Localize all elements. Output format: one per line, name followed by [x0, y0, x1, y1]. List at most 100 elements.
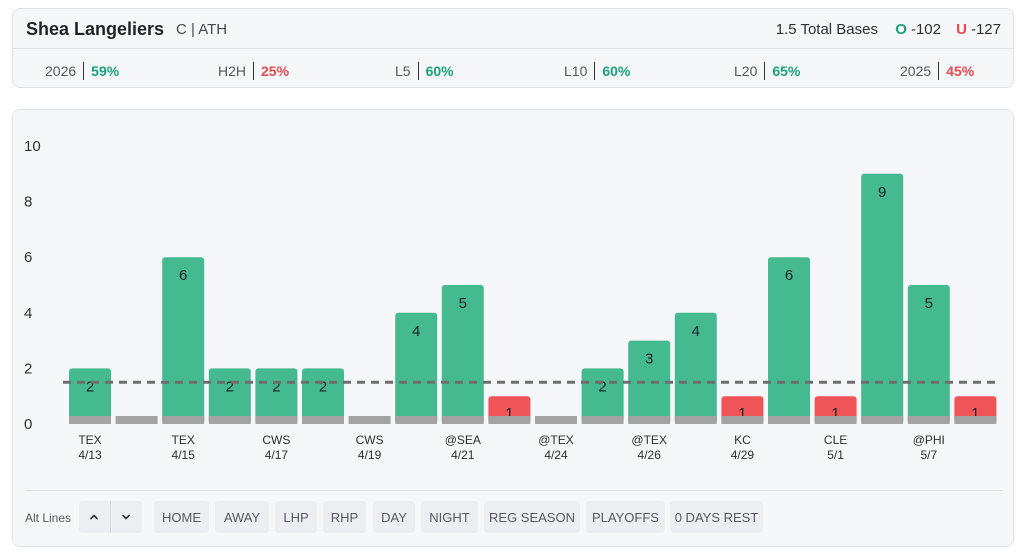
x-axis-date-label: 4/17: [265, 448, 289, 462]
bar-group[interactable]: 2: [581, 368, 624, 424]
bar-baseline-stub: [441, 416, 484, 424]
hit-rate-l5: L5 60%: [395, 61, 454, 81]
bar-group[interactable]: 4: [674, 312, 717, 424]
alt-lines-stepper: [79, 501, 142, 533]
player-position-team: C | ATH: [176, 21, 228, 38]
bar-group[interactable]: [535, 416, 577, 424]
filter-away-button[interactable]: AWAY: [215, 501, 269, 533]
under-odds[interactable]: U -127: [956, 21, 1001, 38]
over-bar: [628, 340, 671, 424]
bar-group[interactable]: 2: [255, 368, 298, 424]
over-symbol: O: [895, 21, 907, 38]
bar-group[interactable]: 5: [441, 285, 484, 424]
hit-rate-value: 65%: [772, 63, 801, 79]
filter-playoffs-button[interactable]: PLAYOFFS: [586, 501, 665, 533]
bar-group[interactable]: [115, 416, 158, 424]
bar-group[interactable]: [348, 416, 391, 424]
bar-group[interactable]: 9: [861, 173, 904, 424]
bar-baseline-stub: [115, 416, 158, 424]
y-tick-label: 10: [24, 138, 41, 155]
hit-rate-l20: L20 65%: [734, 61, 800, 81]
bar-baseline-stub: [69, 416, 111, 424]
bar-group[interactable]: 6: [162, 257, 205, 424]
bar-baseline-stub: [907, 416, 950, 424]
alt-line-up-button[interactable]: [79, 501, 111, 533]
bar-group[interactable]: 1: [954, 396, 997, 424]
hit-rate-label: 2025: [900, 62, 940, 80]
player-header-row: Shea Langeliers C | ATH 1.5 Total Bases …: [13, 9, 1013, 49]
chevron-up-icon: [90, 514, 99, 520]
x-axis-date-label: 4/24: [544, 448, 568, 462]
prop-line-label: 1.5 Total Bases: [775, 21, 878, 38]
over-bar: [255, 368, 298, 424]
filter-reg-season-button[interactable]: REG SEASON: [484, 501, 580, 533]
bar-group[interactable]: 2: [208, 368, 251, 424]
bar-baseline-stub: [581, 416, 624, 424]
bar-baseline-stub: [348, 416, 391, 424]
x-axis-opponent-label: KC: [734, 433, 751, 447]
bar-baseline-stub: [255, 416, 298, 424]
x-axis-date-label: 4/13: [78, 448, 102, 462]
x-axis-date-label: 4/26: [638, 448, 662, 462]
bar-value-label: 6: [785, 267, 793, 284]
filter-day-button[interactable]: DAY: [373, 501, 415, 533]
y-tick-label: 8: [24, 194, 32, 211]
bar-value-label: 4: [412, 323, 420, 340]
bar-group[interactable]: 6: [768, 257, 810, 424]
over-odds[interactable]: O -102: [895, 21, 941, 38]
bar-group[interactable]: 2: [302, 368, 344, 424]
y-tick-label: 0: [24, 416, 32, 433]
bar-baseline-stub: [721, 416, 764, 424]
controls-divider: [25, 490, 1003, 491]
filter-0-days-rest-button[interactable]: 0 DAYS REST: [670, 501, 763, 533]
filter-home-button[interactable]: HOME: [154, 501, 209, 533]
bar-baseline-stub: [628, 416, 671, 424]
over-odds-value: -102: [910, 21, 941, 38]
over-bar: [395, 312, 438, 424]
player-name: Shea Langeliers: [26, 19, 165, 39]
bar-group[interactable]: 1: [721, 396, 764, 424]
filter-rhp-button[interactable]: RHP: [323, 501, 366, 533]
bar-baseline-stub: [954, 416, 997, 424]
over-bar: [861, 173, 904, 424]
bar-baseline-stub: [302, 416, 344, 424]
bar-value-label: 2: [86, 378, 94, 395]
bar-value-label: 5: [925, 295, 933, 312]
bar-group[interactable]: 5: [907, 285, 950, 424]
x-axis-date-label: 5/1: [827, 448, 844, 462]
alt-line-down-button[interactable]: [111, 501, 143, 533]
y-tick-label: 4: [24, 305, 32, 322]
game-log-chart-card: 0 2 4 6 8 10 2 6 2 2 2 4 5 1 2 3 4 1 6 1 9 5 1 TEX 4/13 TEX 4/15 CW…: [12, 109, 1014, 547]
bar-group[interactable]: 2: [69, 368, 111, 424]
hit-rate-label: L20: [734, 62, 766, 80]
over-bar: [674, 312, 717, 424]
bar-group[interactable]: 3: [628, 340, 671, 424]
x-axis-date-label: 4/29: [731, 448, 755, 462]
x-axis-date-label: 4/21: [451, 448, 475, 462]
bar-value-label: 1: [971, 405, 979, 422]
bar-group[interactable]: 1: [814, 396, 857, 424]
hit-rate-l10: L10 60%: [564, 61, 630, 81]
bar-baseline-stub: [488, 416, 531, 424]
filter-night-button[interactable]: NIGHT: [421, 501, 478, 533]
x-axis-opponent-label: @SEA: [445, 433, 481, 447]
over-bar: [302, 368, 344, 424]
x-axis-date-label: 4/15: [172, 448, 196, 462]
y-tick-label: 2: [24, 360, 32, 377]
hit-rate-value: 45%: [946, 63, 975, 79]
over-bar: [208, 368, 251, 424]
bar-baseline-stub: [814, 416, 857, 424]
bar-value-label: 1: [831, 405, 839, 422]
over-bar: [69, 368, 111, 424]
bar-group[interactable]: 4: [395, 312, 438, 424]
x-axis-opponent-label: TEX: [172, 433, 195, 447]
bar-baseline-stub: [861, 416, 904, 424]
bar-group[interactable]: 1: [488, 396, 531, 424]
alt-lines-label: Alt Lines: [25, 511, 72, 525]
bar-value-label: 1: [738, 405, 746, 422]
x-axis-opponent-label: CWS: [262, 433, 290, 447]
filter-lhp-button[interactable]: LHP: [275, 501, 317, 533]
over-bar: [581, 368, 624, 424]
bar-value-label: 5: [459, 295, 467, 312]
bar-value-label: 2: [226, 378, 234, 395]
